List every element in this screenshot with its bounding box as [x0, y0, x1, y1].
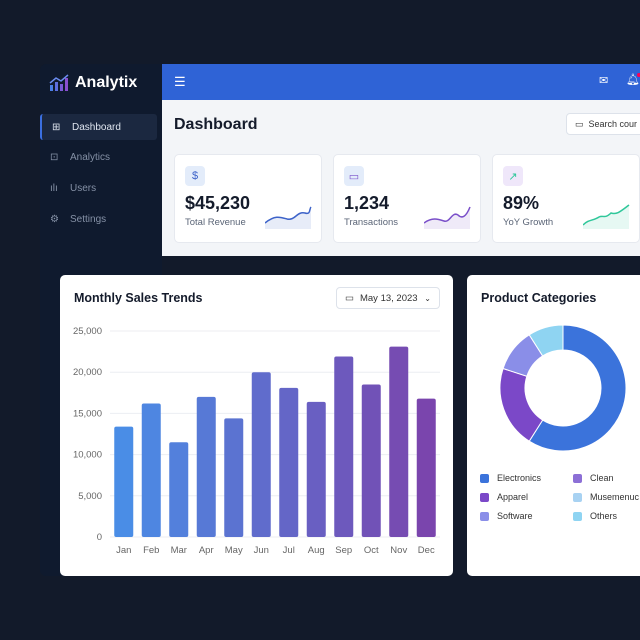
stat-label: YoY Growth [503, 217, 554, 228]
bar-aug[interactable] [306, 401, 326, 537]
gear-icon: ⚙ [50, 213, 59, 225]
sparkline [424, 206, 471, 229]
legend-swatch [573, 511, 582, 521]
sidebar-item-analytics[interactable]: ⊡ Analytics [40, 145, 157, 171]
calendar-icon: ▭ [345, 292, 354, 304]
trend-up-icon: ↗ [503, 166, 523, 186]
x-tick-label: Mar [171, 545, 187, 556]
legend-label: Software [497, 511, 533, 521]
y-tick-label: 10,000 [73, 450, 102, 461]
main-content: Dashboard ▭ Search cour $ $45,230 Total R… [162, 100, 640, 256]
search-input[interactable]: ▭ Search cour [566, 113, 640, 135]
stat-card-yoy-growth[interactable]: ↗ 89% YoY Growth [492, 154, 640, 243]
legend-swatch [573, 492, 582, 502]
sidebar-item-label: Users [70, 182, 97, 194]
legend-item-others[interactable]: Others [573, 511, 640, 521]
bell-icon[interactable]: 🔔︎ [626, 73, 640, 86]
legend-swatch [573, 473, 582, 483]
bar-mar[interactable] [169, 442, 189, 537]
legend-label: Clean [590, 473, 614, 483]
legend-item-clean[interactable]: Clean [573, 473, 640, 483]
dollar-icon: $ [185, 166, 205, 186]
logo-icon [49, 74, 69, 91]
x-tick-label: Aug [308, 545, 325, 556]
mail-icon[interactable]: ✉ [599, 75, 609, 87]
bar-may[interactable] [224, 418, 244, 537]
y-tick-label: 25,000 [73, 326, 102, 337]
legend-swatch [480, 511, 489, 521]
chart-icon: ⊡ [50, 152, 59, 164]
menu-icon[interactable]: ☰ [174, 74, 186, 89]
x-tick-label: Jun [254, 545, 269, 556]
legend-item-electronics[interactable]: Electronics [480, 473, 573, 483]
stat-card-total-revenue[interactable]: $ $45,230 Total Revenue [174, 154, 322, 243]
monthly-sales-card: Monthly Sales Trends ▭ May 13, 2023 ⌄ 0 5,0… [60, 275, 453, 576]
sparkline [265, 206, 312, 229]
y-tick-label: 0 [97, 532, 102, 543]
x-tick-label: Dec [418, 545, 435, 556]
date-filter-dropdown[interactable]: ▭ May 13, 2023 ⌄ [336, 287, 440, 309]
x-tick-label: Apr [199, 545, 214, 556]
stat-value: 89% [503, 193, 540, 213]
legend-swatch [480, 492, 489, 502]
slice-electronics[interactable] [528, 324, 627, 452]
x-tick-label: Jul [283, 545, 295, 556]
grid-icon: ⊞ [52, 121, 61, 133]
stat-value: $45,230 [185, 193, 251, 213]
logo[interactable]: Analytix [49, 74, 137, 92]
calendar-icon: ▭ [575, 118, 584, 129]
x-tick-label: Nov [390, 545, 407, 556]
donut-chart [499, 324, 627, 452]
bar-oct[interactable] [361, 384, 381, 537]
y-tick-label: 5,000 [78, 491, 102, 502]
x-tick-label: Sep [335, 545, 352, 556]
y-tick-label: 20,000 [73, 367, 102, 378]
sidebar-item-dashboard[interactable]: ⊞ Dashboard [40, 114, 157, 140]
bar-apr[interactable] [196, 396, 216, 537]
stat-label: Total Revenue [185, 217, 246, 228]
legend-item-apparel[interactable]: Apparel [480, 492, 573, 502]
bar-chart: 0 5,000 10,000 15,000 20,000 25,000 Jan Feb Mar A… [73, 326, 440, 556]
card-icon: ▭ [344, 166, 364, 186]
bar-jun[interactable] [251, 372, 271, 537]
top-bar: ☰ ✉ 🔔︎ [162, 64, 640, 100]
chevron-down-icon: ⌄ [424, 293, 431, 303]
bar-dec[interactable] [416, 398, 436, 537]
y-tick-label: 15,000 [73, 408, 102, 419]
sidebar-item-label: Settings [70, 213, 107, 225]
chart-title: Monthly Sales Trends [74, 291, 203, 305]
sidebar-item-label: Analytics [70, 152, 111, 164]
legend-label: Musemenuc [590, 492, 640, 502]
x-tick-label: Feb [143, 545, 159, 556]
legend-label: Apparel [497, 492, 529, 502]
stat-value: 1,234 [344, 193, 390, 213]
legend-label: Others [590, 511, 618, 521]
x-tick-label: May [225, 545, 243, 556]
legend-item-musemenuc[interactable]: Musemenuc [573, 492, 640, 502]
x-tick-label: Jan [116, 545, 131, 556]
app-name: Analytix [75, 74, 138, 91]
legend-item-software[interactable]: Software [480, 511, 573, 521]
bars-icon: ılı [50, 182, 58, 194]
bar-feb[interactable] [141, 403, 161, 537]
legend: Electronics Clean Apparel Musemenuc Software… [480, 473, 640, 521]
bar-nov[interactable] [389, 346, 409, 537]
sidebar-item-settings[interactable]: ⚙ Settings [40, 206, 157, 232]
chart-title: Product Categories [481, 291, 597, 305]
sidebar-item-label: Dashboard [72, 121, 121, 133]
sidebar-item-users[interactable]: ılı Users [40, 175, 157, 201]
legend-label: Electronics [497, 473, 542, 483]
slice-others[interactable] [528, 324, 564, 357]
stat-card-transactions[interactable]: ▭ 1,234 Transactions [333, 154, 481, 243]
bar-jan[interactable] [114, 426, 134, 537]
page-title: Dashboard [174, 116, 258, 133]
bar-jul[interactable] [279, 387, 299, 537]
product-categories-card: Product Categories Electronics Clean Appar… [467, 275, 640, 576]
x-tick-label: Oct [364, 545, 379, 556]
slice-apparel[interactable] [499, 367, 544, 442]
bar-sep[interactable] [334, 356, 354, 537]
legend-swatch [480, 473, 489, 483]
sparkline [583, 204, 630, 229]
stat-label: Transactions [344, 217, 399, 228]
